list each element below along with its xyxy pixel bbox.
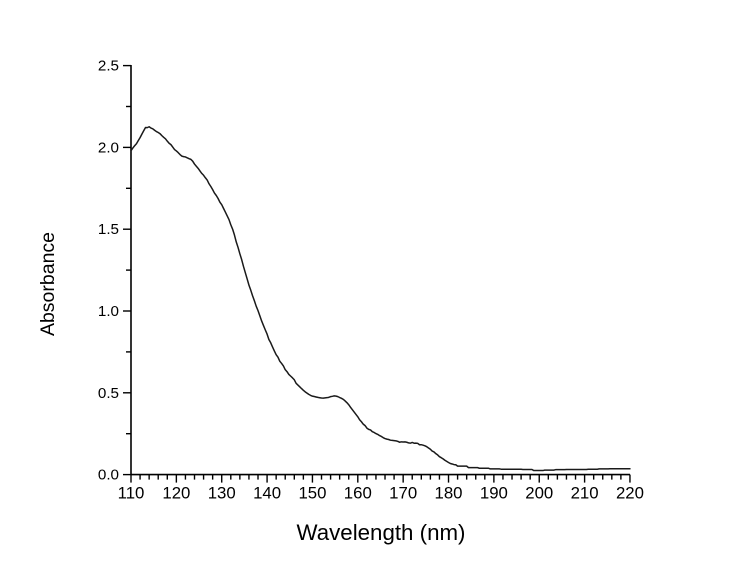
- svg-text:1.5: 1.5: [98, 221, 119, 238]
- svg-text:190: 190: [480, 484, 508, 503]
- svg-text:130: 130: [208, 484, 236, 503]
- svg-text:1.0: 1.0: [98, 303, 119, 320]
- svg-text:0.0: 0.0: [98, 467, 119, 484]
- svg-text:220: 220: [616, 484, 644, 503]
- svg-text:2.0: 2.0: [98, 139, 119, 156]
- svg-text:160: 160: [344, 484, 372, 503]
- svg-text:180: 180: [435, 484, 463, 503]
- svg-text:110: 110: [118, 484, 145, 503]
- svg-text:Absorbance: Absorbance: [37, 232, 59, 336]
- svg-text:2.5: 2.5: [98, 58, 119, 75]
- svg-text:150: 150: [298, 484, 326, 503]
- svg-text:170: 170: [389, 484, 417, 503]
- svg-text:120: 120: [162, 484, 190, 503]
- svg-text:140: 140: [253, 484, 281, 503]
- svg-text:Wavelength (nm): Wavelength (nm): [297, 520, 466, 545]
- svg-text:210: 210: [571, 484, 599, 503]
- svg-text:200: 200: [525, 484, 553, 503]
- svg-text:0.5: 0.5: [98, 385, 119, 402]
